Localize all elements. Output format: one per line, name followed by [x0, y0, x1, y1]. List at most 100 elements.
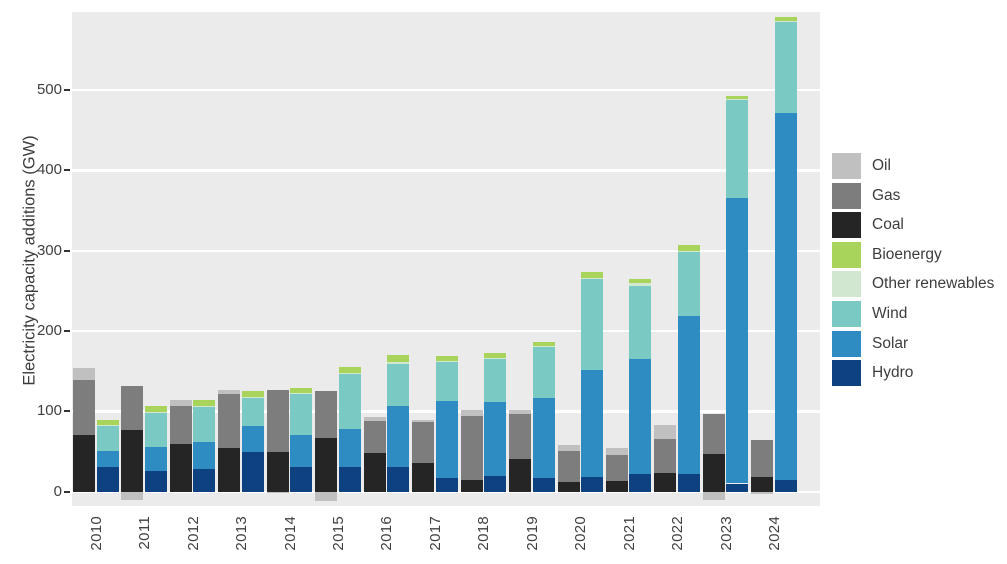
bar-segment-2015-gas: [315, 391, 338, 438]
bar-segment-2010-wind: [96, 425, 119, 451]
x-tick-label-2018: 2018: [475, 516, 493, 551]
legend-item-coal: Coal: [832, 212, 994, 239]
x-tick-label-2024: 2024: [766, 516, 784, 551]
bar-segment-2024-wind: [774, 21, 797, 114]
y-tick-mark: [64, 249, 70, 252]
bar-segment-2014-solar: [290, 434, 313, 468]
bar-segment-2024-oil: [751, 491, 774, 494]
bar-segment-2014-coal: [266, 452, 289, 492]
legend-swatch-wind: [832, 300, 861, 327]
gridline-300: [72, 249, 820, 252]
y-tick-mark: [64, 490, 70, 493]
bar-segment-2018-hydro: [484, 476, 507, 492]
x-tick-label-2010: 2010: [87, 516, 105, 551]
bar-segment-2018-bioenergy: [484, 353, 507, 359]
bar-segment-2023-oil: [702, 491, 725, 500]
bar-segment-2012-bioenergy: [193, 399, 216, 406]
bar-segment-2022-solar: [677, 316, 700, 474]
bar-segment-2010-gas: [73, 379, 95, 436]
bar-segment-2014-wind: [290, 394, 313, 435]
bar-segment-2022-coal: [654, 473, 677, 492]
bar-segment-2023-coal: [702, 453, 725, 492]
y-tick-mark: [64, 410, 70, 413]
bar-segment-2022-hydro: [677, 473, 700, 492]
bar-segment-2011-bioenergy: [144, 406, 167, 412]
bar-segment-2019-gas: [509, 414, 532, 459]
legend-label: Wind: [872, 304, 908, 322]
bar-segment-2022-bioenergy: [677, 244, 700, 251]
legend-swatch-gas: [832, 182, 861, 209]
x-tick-label-2013: 2013: [233, 516, 251, 551]
bar-segment-2016-hydro: [387, 467, 410, 492]
bar-segment-2023-gas: [702, 414, 725, 454]
bar-segment-2010-hydro: [96, 466, 119, 492]
legend-label: Bioenergy: [872, 245, 942, 263]
x-tick-label-2021: 2021: [620, 516, 638, 551]
bar-segment-2019-oil: [509, 409, 532, 415]
legend-label: Oil: [872, 157, 891, 174]
legend-item-oil: Oil: [832, 153, 994, 179]
bar-segment-2021-gas: [605, 454, 628, 482]
x-tick-label-2015: 2015: [330, 516, 347, 551]
bar-segment-2013-wind: [241, 397, 264, 426]
bar-segment-2017-coal: [412, 463, 435, 492]
bar-segment-2012-wind: [193, 406, 216, 442]
bar-segment-2019-coal: [509, 458, 532, 492]
legend: Oil Gas Coal Bioenergy Other renewables Wind S…: [832, 153, 994, 390]
bar-segment-2024-gas: [751, 440, 774, 478]
legend-swatch-other-renewables: [832, 271, 861, 298]
bar-segment-2015-coal: [315, 437, 338, 492]
bar-segment-2013-coal: [218, 448, 241, 492]
bar-segment-2012-gas: [169, 406, 192, 445]
bar-segment-2010-solar: [96, 450, 119, 467]
bar-segment-2020-gas: [557, 451, 580, 482]
legend-label: Solar: [872, 334, 909, 352]
x-tick-label-2022: 2022: [669, 516, 687, 551]
legend-item-gas: Gas: [832, 182, 994, 209]
bar-segment-2019-wind: [532, 346, 555, 399]
y-tick-label-100: 100: [36, 402, 62, 420]
bar-segment-2016-bioenergy: [387, 354, 410, 363]
bar-segment-2014-oil: [266, 491, 289, 494]
bar-segment-2021-solar: [629, 359, 652, 474]
bar-segment-2017-wind: [435, 361, 458, 401]
bar-segment-2013-oil: [218, 390, 241, 394]
y-tick-label-0: 0: [53, 482, 62, 500]
bar-segment-2021-wind: [629, 285, 652, 359]
bar-segment-2013-gas: [218, 393, 241, 449]
bar-segment-2014-gas: [266, 390, 289, 453]
bar-segment-2012-solar: [193, 441, 216, 470]
bar-segment-2023-wind: [726, 99, 749, 199]
bar-segment-2014-bioenergy: [290, 387, 313, 393]
bar-segment-2011-other-renewables: [144, 412, 167, 413]
bar-segment-2012-coal: [169, 444, 192, 492]
bar-segment-2011-coal: [121, 430, 144, 492]
legend-swatch-hydro: [832, 360, 861, 387]
bar-segment-2022-oil: [654, 424, 677, 439]
bar-segment-2012-oil: [169, 399, 192, 407]
bar-segment-2018-other-renewables: [484, 358, 507, 359]
y-tick-mark: [64, 169, 70, 172]
bar-segment-2016-solar: [387, 405, 410, 468]
bar-segment-2017-oil: [412, 420, 435, 423]
bar-segment-2021-bioenergy: [629, 279, 652, 284]
bar-segment-2014-hydro: [290, 467, 313, 492]
legend-item-solar: Solar: [832, 330, 994, 357]
bar-segment-2020-other-renewables: [581, 277, 603, 280]
bar-segment-2013-solar: [241, 425, 264, 453]
x-tick-label-2016: 2016: [378, 516, 396, 551]
bar-segment-2011-wind: [144, 412, 167, 448]
bar-segment-2020-oil: [557, 444, 580, 452]
bar-segment-2022-wind: [677, 251, 700, 317]
bar-segment-2015-hydro: [338, 466, 361, 492]
legend-swatch-coal: [832, 212, 861, 239]
bar-segment-2019-other-renewables: [532, 346, 555, 347]
x-tick-label-2020: 2020: [572, 516, 590, 551]
bar-segment-2012-hydro: [193, 469, 216, 492]
bar-segment-2011-solar: [144, 447, 167, 471]
bar-segment-2017-bioenergy: [435, 355, 458, 361]
bar-segment-2017-gas: [412, 422, 435, 464]
y-tick-mark: [64, 88, 70, 91]
bar-segment-2020-solar: [581, 370, 603, 478]
legend-label: Hydro: [872, 364, 914, 382]
